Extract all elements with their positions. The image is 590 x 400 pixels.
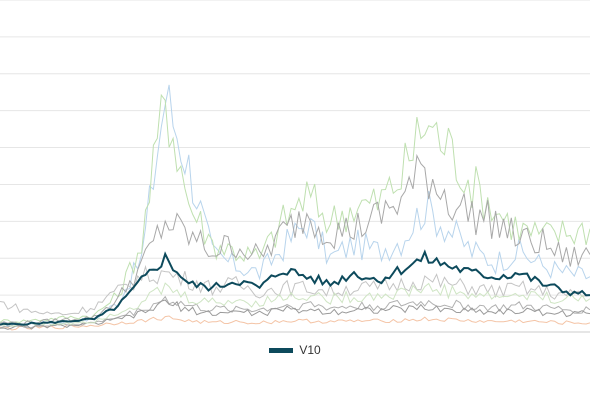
legend: V10 [0, 343, 590, 357]
legend-item-v10[interactable]: V10 [269, 343, 321, 357]
gridlines [0, 0, 590, 333]
background-series-line [0, 84, 590, 327]
background-series-line [0, 93, 590, 324]
background-series-line [0, 299, 590, 330]
background-series-line [0, 315, 590, 331]
series-line-v10[interactable] [0, 249, 590, 326]
background-series-line [0, 264, 590, 316]
background-series-line [0, 282, 590, 327]
background-series-group [0, 84, 590, 331]
legend-swatch [269, 347, 294, 353]
highlight-series-group [0, 249, 590, 326]
legend-label: V10 [299, 343, 321, 357]
background-series-line [0, 153, 590, 326]
background-series-line [0, 295, 590, 329]
